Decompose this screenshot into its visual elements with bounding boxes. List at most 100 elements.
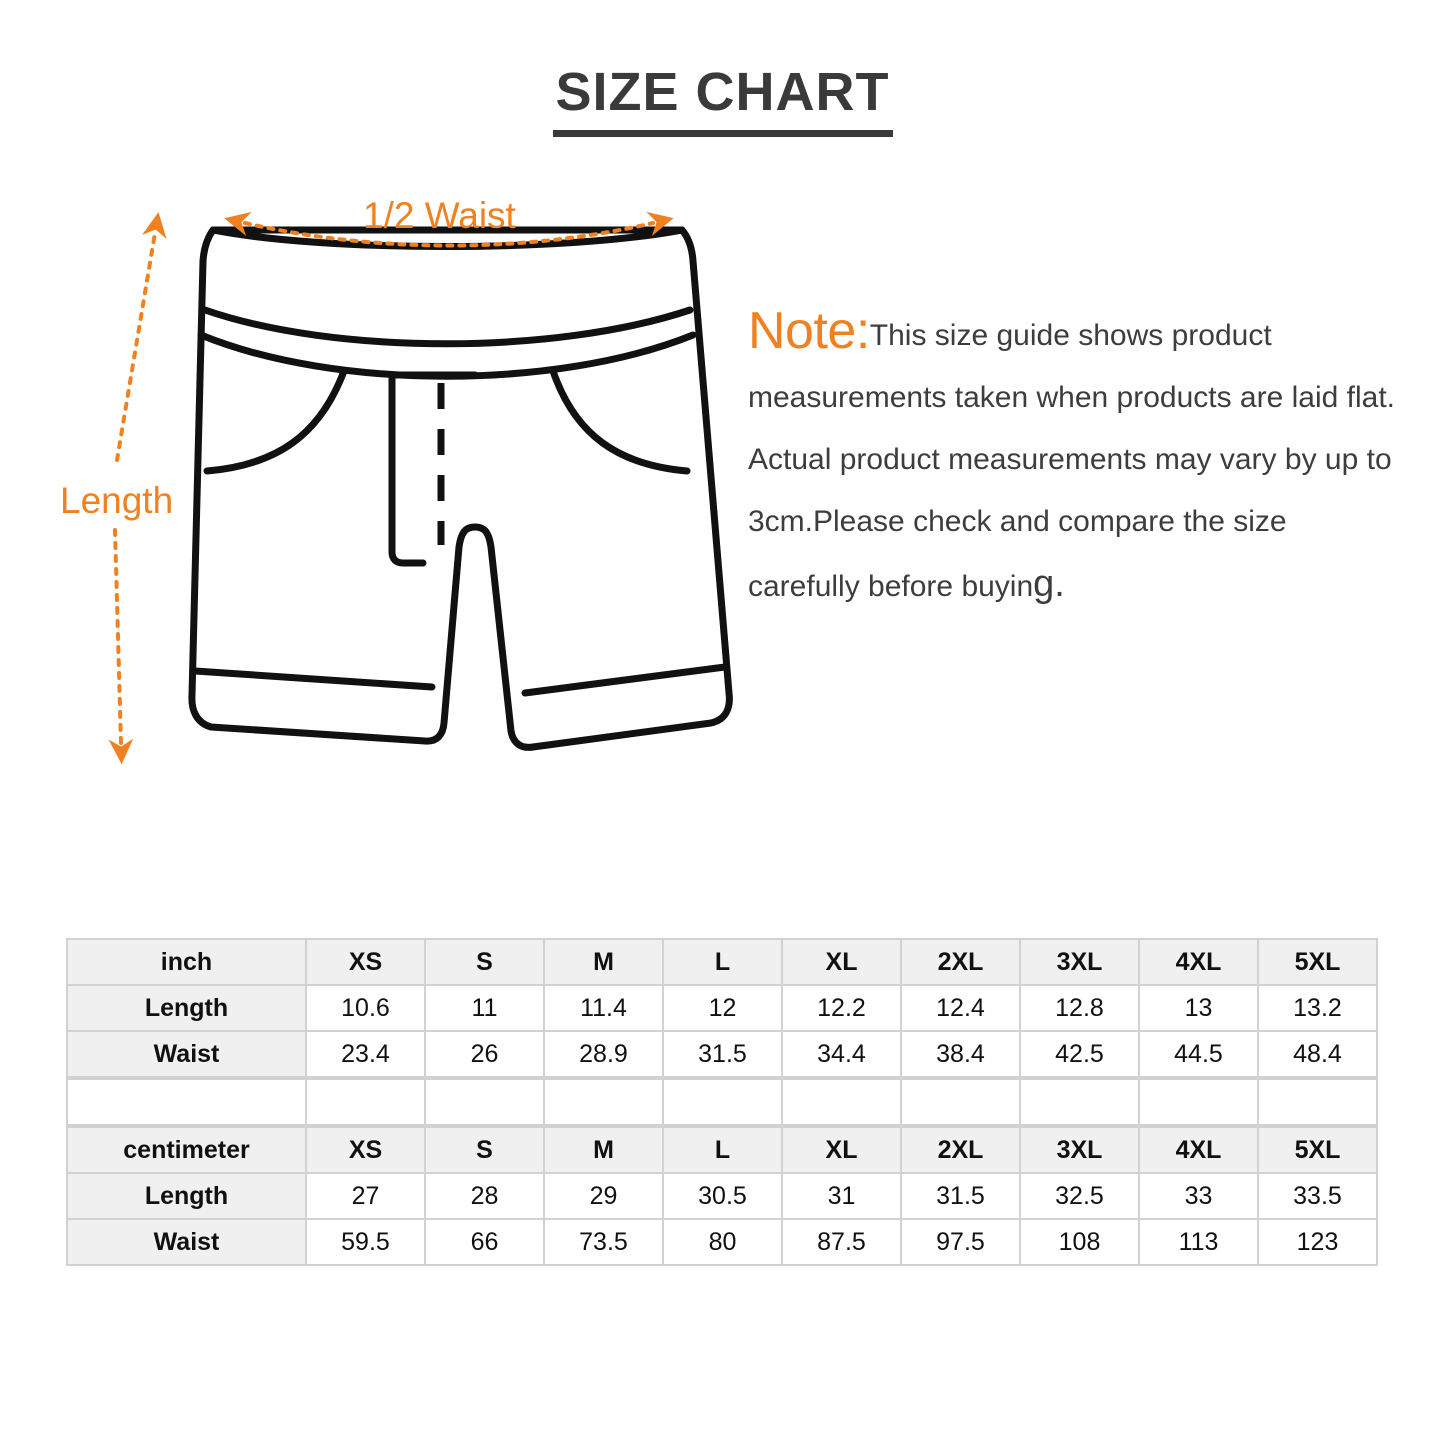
spacer-cell <box>1138 1078 1259 1126</box>
size-table-centimeter: centimeter XS S M L XL 2XL 3XL 4XL 5XL L… <box>66 1126 1378 1266</box>
col-header-s: S <box>424 938 545 986</box>
waistband-top-edge <box>209 226 686 250</box>
cell-inch-length-2xl: 12.4 <box>900 984 1021 1032</box>
cell-cm-length-3xl: 32.5 <box>1019 1172 1140 1220</box>
right-hem-seam <box>521 663 729 697</box>
note-body: This size guide shows product measuremen… <box>748 319 1396 603</box>
spacer-cell <box>543 1078 664 1126</box>
left-pocket-seam <box>203 367 348 475</box>
cell-inch-waist-xl: 34.4 <box>781 1030 902 1078</box>
row-label-length: Length <box>66 1172 307 1220</box>
cell-cm-length-l: 30.5 <box>662 1172 783 1220</box>
table-row-header: inch XS S M L XL 2XL 3XL 4XL 5XL <box>66 938 1378 986</box>
cell-cm-waist-xs: 59.5 <box>305 1218 426 1266</box>
cell-inch-length-l: 12 <box>662 984 783 1032</box>
unit-cell-centimeter: centimeter <box>66 1126 307 1174</box>
shorts-outline <box>188 226 733 751</box>
col-header-2xl: 2XL <box>900 1126 1021 1174</box>
cell-cm-waist-s: 66 <box>424 1218 545 1266</box>
table-row-header: centimeter XS S M L XL 2XL 3XL 4XL 5XL <box>66 1126 1378 1174</box>
table-row: Length 10.6 11 11.4 12 12.2 12.4 12.8 13… <box>66 984 1378 1032</box>
waistband-bottom-edge <box>201 306 694 348</box>
spacer-cell <box>1257 1078 1378 1126</box>
cell-inch-waist-m: 28.9 <box>543 1030 664 1078</box>
shorts-illustration <box>108 211 733 765</box>
cell-inch-length-5xl: 13.2 <box>1257 984 1378 1032</box>
cell-cm-length-s: 28 <box>424 1172 545 1220</box>
col-header-m: M <box>543 938 664 986</box>
cell-inch-waist-xs: 23.4 <box>305 1030 426 1078</box>
cell-inch-waist-l: 31.5 <box>662 1030 783 1078</box>
cell-cm-waist-2xl: 97.5 <box>900 1218 1021 1266</box>
table-row: Waist 59.5 66 73.5 80 87.5 97.5 108 113 … <box>66 1218 1378 1266</box>
cell-inch-waist-5xl: 48.4 <box>1257 1030 1378 1078</box>
cell-cm-waist-l: 80 <box>662 1218 783 1266</box>
table-spacer-row <box>66 1078 1378 1126</box>
col-header-s: S <box>424 1126 545 1174</box>
length-measure-arrow-down <box>108 528 134 765</box>
note-body-tail: g. <box>1033 563 1065 605</box>
cell-cm-waist-3xl: 108 <box>1019 1218 1140 1266</box>
unit-cell-inch: inch <box>66 938 307 986</box>
cell-inch-length-3xl: 12.8 <box>1019 984 1140 1032</box>
col-header-xl: XL <box>781 938 902 986</box>
cell-inch-waist-3xl: 42.5 <box>1019 1030 1140 1078</box>
cell-cm-waist-4xl: 113 <box>1138 1218 1259 1266</box>
col-header-2xl: 2XL <box>900 938 1021 986</box>
table-row: Waist 23.4 26 28.9 31.5 34.4 38.4 42.5 4… <box>66 1030 1378 1078</box>
note-paragraph: Note:This size guide shows product measu… <box>748 305 1398 618</box>
garment-diagram: 1/2 Waist Length <box>45 175 735 815</box>
spacer-cell <box>66 1078 307 1126</box>
waist-measure-arrow <box>224 211 674 248</box>
spacer-cell <box>305 1078 426 1126</box>
spacer-cell <box>781 1078 902 1126</box>
cell-cm-waist-m: 73.5 <box>543 1218 664 1266</box>
cell-inch-length-4xl: 13 <box>1138 984 1259 1032</box>
cell-cm-waist-xl: 87.5 <box>781 1218 902 1266</box>
left-hem-seam <box>191 667 436 691</box>
col-header-5xl: 5XL <box>1257 938 1378 986</box>
waist-measure-label: 1/2 Waist <box>363 195 516 236</box>
spacer-cell <box>900 1078 1021 1126</box>
spacer-cell <box>424 1078 545 1126</box>
col-header-4xl: 4XL <box>1138 1126 1259 1174</box>
col-header-xs: XS <box>305 1126 426 1174</box>
title-underline <box>552 129 893 137</box>
cell-cm-length-4xl: 33 <box>1138 1172 1259 1220</box>
cell-cm-length-5xl: 33.5 <box>1257 1172 1378 1220</box>
cell-inch-waist-s: 26 <box>424 1030 545 1078</box>
cell-cm-length-xs: 27 <box>305 1172 426 1220</box>
cell-cm-length-2xl: 31.5 <box>900 1172 1021 1220</box>
page-title-text: SIZE CHART <box>555 62 890 122</box>
cell-inch-length-s: 11 <box>424 984 545 1032</box>
fly-seam <box>388 371 427 567</box>
col-header-l: L <box>662 938 783 986</box>
col-header-3xl: 3XL <box>1019 938 1140 986</box>
cell-inch-waist-4xl: 44.5 <box>1138 1030 1259 1078</box>
spacer-cell <box>662 1078 783 1126</box>
col-header-m: M <box>543 1126 664 1174</box>
note-block: Note:This size guide shows product measu… <box>748 305 1398 618</box>
cell-inch-length-xl: 12.2 <box>781 984 902 1032</box>
row-label-length: Length <box>66 984 307 1032</box>
length-measure-label: Length <box>60 480 174 521</box>
col-header-4xl: 4XL <box>1138 938 1259 986</box>
cell-inch-length-xs: 10.6 <box>305 984 426 1032</box>
col-header-xl: XL <box>781 1126 902 1174</box>
note-label: Note: <box>748 302 870 360</box>
col-header-xs: XS <box>305 938 426 986</box>
col-header-3xl: 3XL <box>1019 1126 1140 1174</box>
size-table-inch: inch XS S M L XL 2XL 3XL 4XL 5XL Length … <box>66 938 1378 1078</box>
table-row: Length 27 28 29 30.5 31 31.5 32.5 33 33.… <box>66 1172 1378 1220</box>
table-row-blank <box>66 1078 1378 1126</box>
length-measure-arrow-up <box>115 212 167 462</box>
page-title: SIZE CHART <box>0 64 1445 137</box>
row-label-waist: Waist <box>66 1030 307 1078</box>
col-header-5xl: 5XL <box>1257 1126 1378 1174</box>
row-label-waist: Waist <box>66 1218 307 1266</box>
cell-cm-length-m: 29 <box>543 1172 664 1220</box>
spacer-cell <box>1019 1078 1140 1126</box>
size-tables: inch XS S M L XL 2XL 3XL 4XL 5XL Length … <box>66 938 1378 1266</box>
col-header-l: L <box>662 1126 783 1174</box>
right-pocket-seam <box>549 367 691 475</box>
